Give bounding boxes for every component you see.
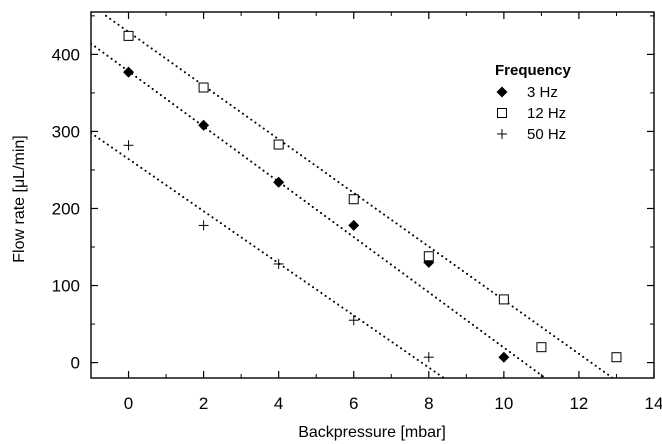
data-point-series-2 [348,315,359,326]
y-axis-title: Flow rate [μL/min] [11,135,28,262]
data-point-series-0 [273,176,285,188]
x-tick-label: 4 [274,394,283,413]
fit-line-1 [105,14,614,378]
tick-labels: 0 2 4 6 8 10 12 14 0 100 200 300 400 [52,45,662,413]
y-tick-label: 400 [52,45,80,64]
fit-lines [91,14,614,378]
data-point-series-2 [198,220,209,231]
y-tick-label: 200 [52,199,80,218]
legend-label-1: 12 Hz [527,105,566,122]
x-tick-label: 8 [424,394,433,413]
x-tick-label: 12 [569,394,588,413]
legend-label-0: 3 Hz [527,84,558,101]
plot-frame [90,11,655,379]
x-tick-label: 6 [349,394,358,413]
fit-line-2 [91,131,445,378]
x-tick-label: 2 [199,394,208,413]
data-point-series-1 [273,139,284,150]
data-point-series-0 [348,219,360,231]
y-tick-label: 100 [52,277,80,296]
data-point-series-2 [423,352,434,363]
data-point-series-1 [198,82,209,93]
legend-label-2: 50 Hz [527,126,566,143]
data-markers [123,30,622,363]
data-point-series-0 [123,66,135,78]
legend-title: Frequency [495,62,572,79]
x-tick-label: 14 [645,394,662,413]
legend-marker-2 [497,129,507,139]
y-tick-label: 0 [71,354,80,373]
data-point-series-1 [498,294,509,305]
data-point-series-1 [123,30,134,41]
data-point-series-1 [536,342,547,353]
data-point-series-0 [498,351,510,363]
x-axis-title: Backpressure [mbar] [298,424,446,441]
x-tick-label: 0 [124,394,133,413]
y-tick-label: 300 [52,122,80,141]
legend-marker-1 [497,108,507,118]
data-point-series-0 [198,119,210,131]
legend: Frequency 3 Hz 12 Hz 50 Hz [495,62,572,143]
data-point-series-2 [273,258,284,269]
fit-line-0 [91,42,547,378]
data-point-series-2 [123,140,134,151]
data-point-series-1 [348,194,359,205]
data-point-series-1 [423,251,434,262]
axis-ticks [90,12,655,378]
data-point-series-1 [611,352,622,363]
x-tick-label: 10 [494,394,513,413]
legend-marker-0 [496,86,508,98]
